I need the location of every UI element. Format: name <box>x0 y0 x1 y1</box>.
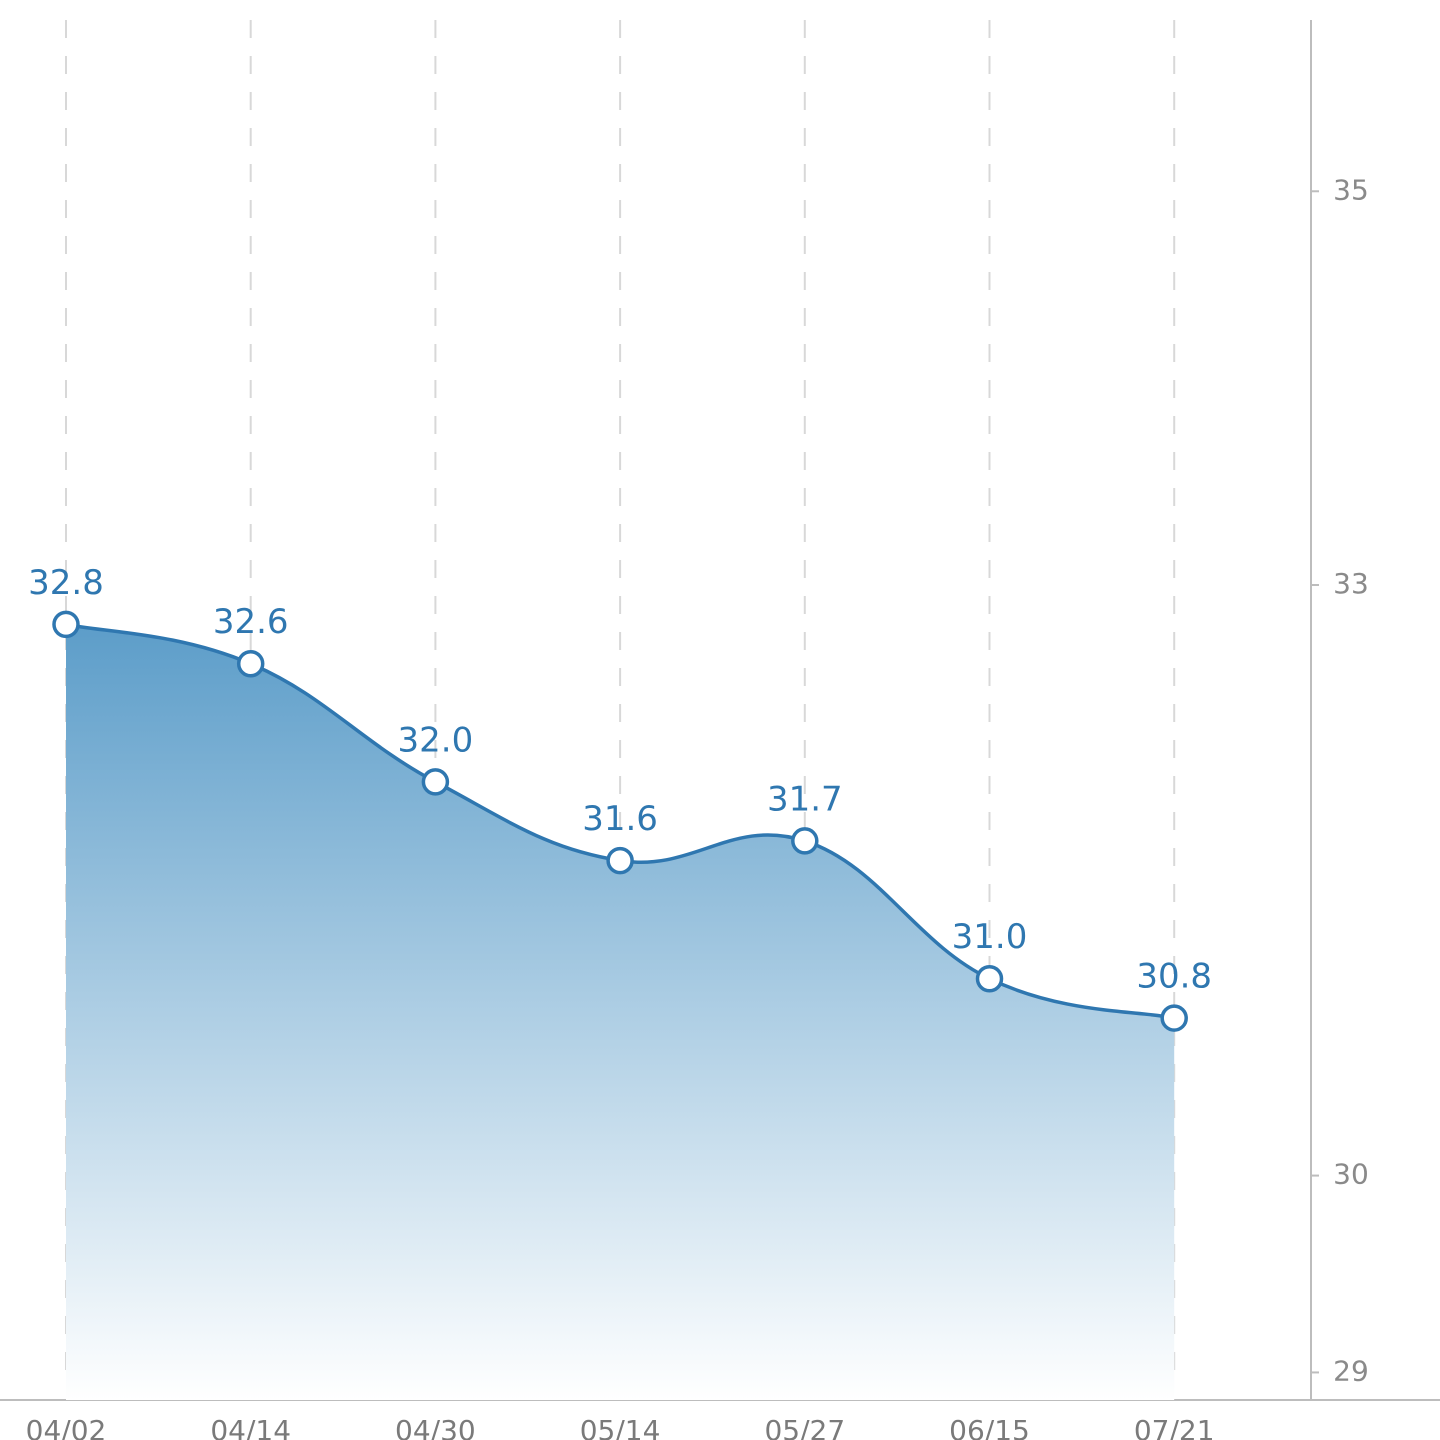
point-marker <box>236 649 265 678</box>
point-marker <box>52 610 80 639</box>
point-marker <box>791 827 819 855</box>
data-label: 32.0 <box>398 720 474 760</box>
point-marker <box>421 768 450 796</box>
point-marker <box>606 846 634 875</box>
x-tick-label: 07/21 <box>1134 1414 1215 1440</box>
x-tick-label: 04/02 <box>26 1414 107 1440</box>
x-tick-label: 06/15 <box>949 1414 1030 1440</box>
point-marker <box>975 964 1004 993</box>
x-tick-label: 04/14 <box>210 1414 291 1440</box>
y-tick-label: 33 <box>1333 567 1369 600</box>
y-tick-label: 30 <box>1333 1158 1369 1191</box>
data-label: 32.8 <box>28 563 104 603</box>
x-tick-label: 05/14 <box>580 1414 661 1440</box>
y-tick-label: 35 <box>1333 173 1369 206</box>
area <box>66 624 1175 1400</box>
x-tick-label: 05/27 <box>764 1414 845 1440</box>
data-label: 32.6 <box>213 602 289 642</box>
y-tick-label: 29 <box>1333 1354 1369 1387</box>
data-label: 31.0 <box>952 917 1028 957</box>
x-tick-label: 04/30 <box>395 1414 476 1440</box>
data-label: 31.7 <box>767 779 843 819</box>
data-label: 31.6 <box>582 799 658 839</box>
point-marker <box>1160 1004 1188 1032</box>
data-label: 30.8 <box>1136 957 1212 997</box>
